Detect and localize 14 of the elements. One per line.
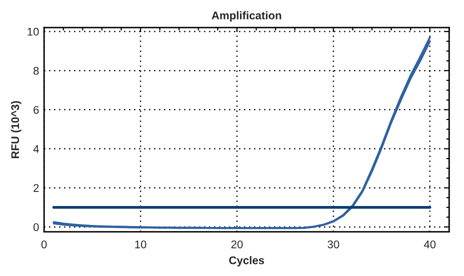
x-tick-label: 40 (424, 240, 436, 248)
y-axis-title: RFU (10^3) (10, 101, 22, 158)
x-tick-label: 10 (135, 240, 146, 248)
y-tick-label: 8 (34, 66, 39, 75)
y-tick-label: 0 (33, 223, 39, 232)
x-tick-label: 30 (328, 240, 340, 248)
x-tick-label: 0 (41, 240, 47, 248)
x-axis-title: Cycles (229, 256, 264, 266)
y-tick-label: 6 (34, 106, 39, 114)
y-tick-label: 2 (34, 184, 39, 192)
chart-title: Amplification (212, 11, 282, 22)
y-tick-label: 4 (33, 145, 39, 153)
y-tick-label: 10 (28, 28, 39, 36)
x-tick-label: 20 (231, 240, 243, 248)
